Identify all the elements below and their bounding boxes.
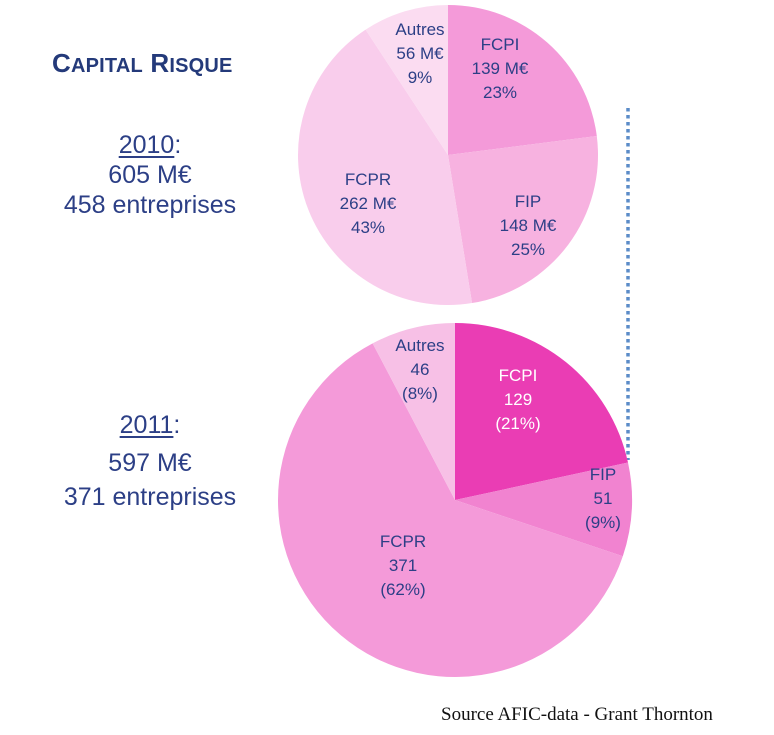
slice-label-line: (62%) [380, 580, 425, 599]
slice-label-line: Autres [395, 20, 444, 39]
slice-label-autres: Autres 46 (8%) [395, 336, 444, 403]
slice-label-line: (21%) [495, 414, 540, 433]
pie-chart-2011: FCPI 129 (21%) FIP 51 (9%) FCPR 371 (62%) Autres 4… [278, 323, 632, 677]
slice-label-fcpi: FCPI 129 (21%) [495, 366, 540, 433]
slice-label-autres: Autres 56 M€ 9% [395, 20, 444, 87]
source-caption: Source AFIC-data - Grant Thornton [441, 704, 713, 725]
slice-label-line: Autres [395, 336, 444, 355]
pie-slice-fcpr [298, 29, 473, 305]
slice-label-line: 371 [389, 556, 417, 575]
slice-label-fip: FIP 148 M€ 25% [500, 192, 557, 259]
slice-label-fcpr: FCPR 262 M€ 43% [340, 170, 397, 237]
slice-label-line: FCPR [345, 170, 391, 189]
slice-label-line: FIP [515, 192, 541, 211]
amount-2010: 605 M€ [108, 161, 192, 189]
slice-label-line: FCPI [481, 35, 520, 54]
amount-2011: 597 M€ [108, 449, 192, 477]
slice-label-line: (9%) [585, 513, 621, 532]
slice-label-line: FCPR [380, 532, 426, 551]
slice-label-line: 129 [504, 390, 532, 409]
pie-slice-autres [365, 5, 448, 155]
slice-label-line: 262 M€ [340, 194, 397, 213]
slice-label-line: 46 [411, 360, 430, 379]
slice-label-fcpr: FCPR 371 (62%) [380, 532, 426, 599]
slice-label-line: 51 [594, 489, 613, 508]
pie-slice-fcpr [278, 343, 623, 677]
slice-label-line: 43% [351, 218, 385, 237]
slice-label-line: FCPI [499, 366, 538, 385]
slice-label-line: 148 M€ [500, 216, 557, 235]
companies-2011: 371 entreprises [63, 483, 237, 511]
page-title: CAPITAL RISQUE [52, 48, 233, 78]
companies-2010: 458 entreprises [63, 191, 237, 219]
slice-label-line: 9% [408, 68, 433, 87]
pie-slice-fip [455, 462, 632, 557]
year-label-2011: 2011 [119, 411, 174, 439]
slice-label-line: 56 M€ [396, 44, 444, 63]
slice-label-line: FIP [590, 465, 616, 484]
summary-2010: 2010: 605 M€ 458 entreprises [30, 130, 270, 220]
slice-label-fcpi: FCPI 139 M€ 23% [472, 35, 529, 102]
pie-slice-fip [448, 135, 598, 304]
slice-label-line: 139 M€ [472, 59, 529, 78]
pie-chart-2010: FCPI 139 M€ 23% FIP 148 M€ 25% FCPR 262 M€ 43% Au… [298, 5, 598, 305]
pie-slice-fcpi [455, 323, 628, 500]
pie-slice-fcpi [448, 5, 597, 155]
slice-label-line: 25% [511, 240, 545, 259]
slice-label-line: (8%) [402, 384, 438, 403]
year-label-2010: 2010 [118, 131, 175, 159]
pie-slice-autres [372, 323, 455, 500]
summary-2011: 2011: 597 M€ 371 entreprises [30, 410, 270, 512]
slice-label-line: 23% [483, 83, 517, 102]
year-colon: : [173, 411, 181, 439]
year-colon: : [174, 131, 182, 159]
slice-label-fip: FIP 51 (9%) [585, 465, 621, 532]
